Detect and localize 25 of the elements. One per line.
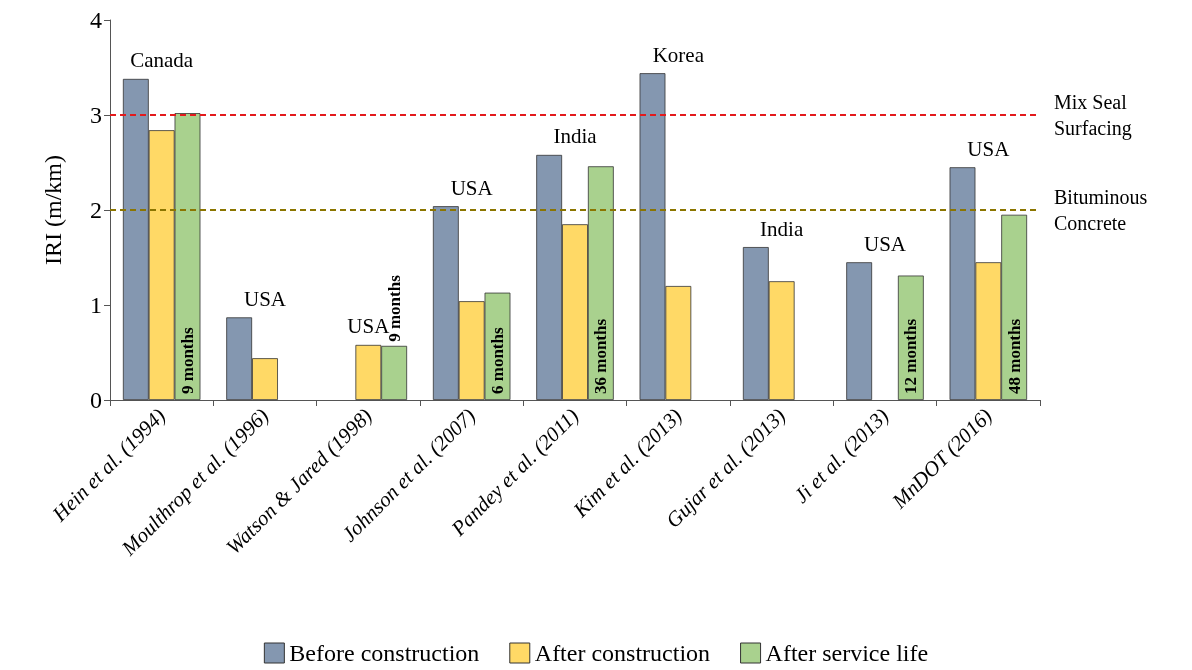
annotation: USA: [863, 231, 907, 256]
y-tick-label: 4: [90, 7, 102, 33]
bar: [846, 262, 873, 400]
annotation: 12 months: [901, 318, 921, 394]
y-tick-label: 0: [90, 387, 102, 413]
ref-line-label: Bituminous Concrete: [1054, 186, 1153, 234]
annotation: USA: [967, 136, 1011, 161]
y-axis-title: IRI (m/km): [40, 155, 66, 265]
annotation: 36 months: [591, 318, 611, 394]
y-tick-label: 1: [90, 292, 102, 318]
y-tick-label: 2: [90, 197, 102, 223]
annotation: 9 months: [178, 327, 197, 394]
annotation: USA: [450, 175, 494, 200]
y-tick-label: 3: [90, 102, 102, 128]
annotation: 6 months: [488, 327, 507, 394]
legend-label: After service life: [765, 640, 929, 666]
annotation: India: [553, 124, 598, 149]
ref-line-label: Mix Seal Surfacing: [1054, 91, 1132, 140]
annotation: USA: [243, 286, 287, 311]
annotation: India: [760, 216, 804, 241]
legend-label: After construction: [534, 640, 711, 666]
annotation: Canada: [130, 48, 194, 73]
annotation: 48 months: [1004, 318, 1024, 394]
legend-label: Before construction: [289, 640, 480, 666]
annotation: Korea: [652, 42, 705, 67]
